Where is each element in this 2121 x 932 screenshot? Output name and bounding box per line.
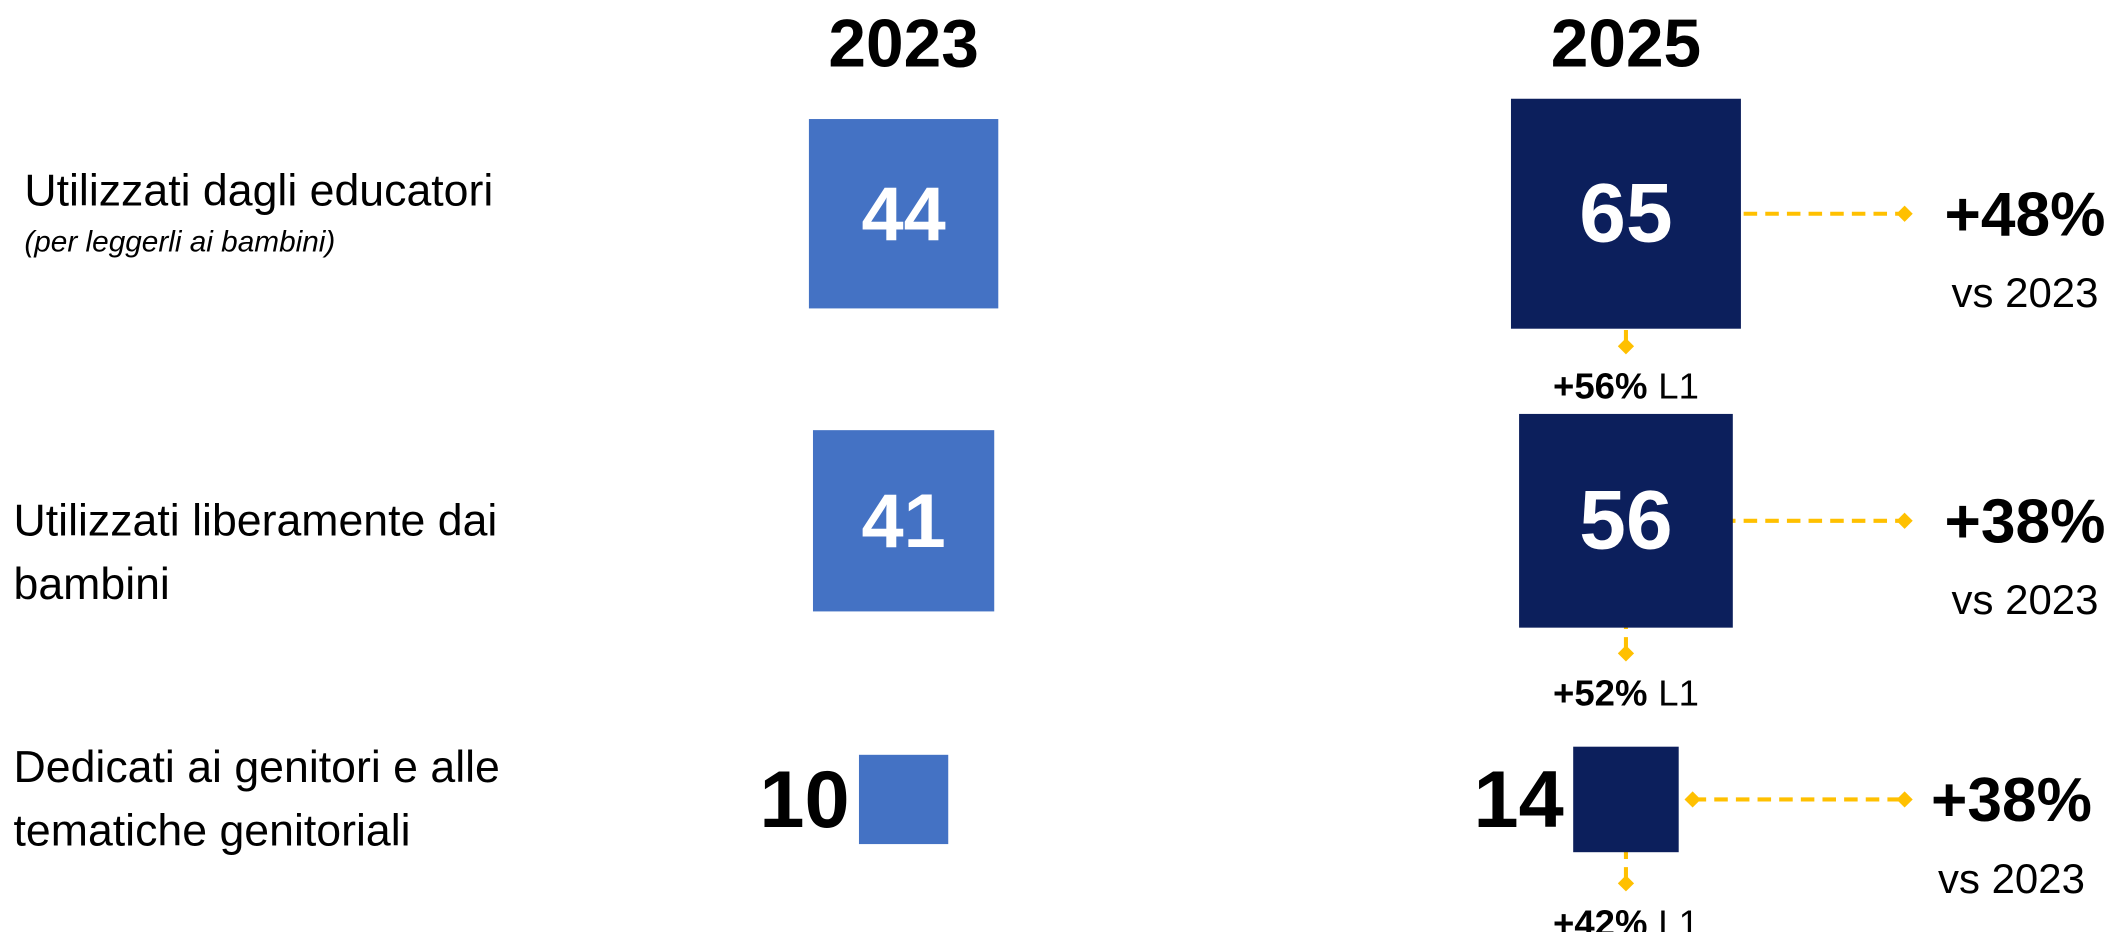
value-label: 44 [861,171,946,257]
l1-caption: L1 [1658,672,1699,714]
diamond [1684,791,1701,808]
square [1519,414,1733,628]
change-label: +48% [1944,178,2106,249]
diamond [1617,338,1635,355]
change-caption: vs 2023 [1951,576,2099,624]
series-header: 2025 [1550,5,1702,82]
category-label: Utilizzati dagli educatori [24,165,494,216]
square [812,429,995,612]
value-label: 56 [1579,474,1673,568]
value-label: 14 [1473,754,1564,845]
l1-change: +52% L1 [1553,673,1699,715]
series-header: 2023 [828,5,979,82]
diamond [1896,205,1913,222]
l1-caption: L1 [1658,365,1699,407]
value-label: 65 [1579,167,1673,261]
l1-change: +42% L1 [1553,903,1699,932]
l1-change-value: +42% [1552,902,1648,932]
square [809,119,998,308]
diamond [1896,791,1913,808]
change-caption: vs 2023 [1951,269,2099,317]
l1-change-value: +56% [1552,365,1648,407]
square [1572,746,1680,853]
square [858,754,949,845]
l1-change-value: +52% [1552,672,1648,714]
l1-caption: L1 [1658,902,1699,932]
diamond [1617,875,1635,892]
category-label: Utilizzati liberamente dai bambini [13,495,498,609]
category-note: (per leggerli ai bambini) [24,224,336,259]
square [1511,99,1741,329]
value-label: 10 [759,754,850,845]
value-label: 41 [861,478,946,564]
change-label: +38% [1931,764,2092,835]
category-label: Dedicati ai genitori e alle tematiche ge… [13,741,500,855]
change-label: +38% [1944,485,2106,556]
diamond [1617,645,1635,662]
diamond [1896,512,1913,529]
change-caption: vs 2023 [1938,854,2085,903]
l1-change: +56% L1 [1553,366,1699,408]
